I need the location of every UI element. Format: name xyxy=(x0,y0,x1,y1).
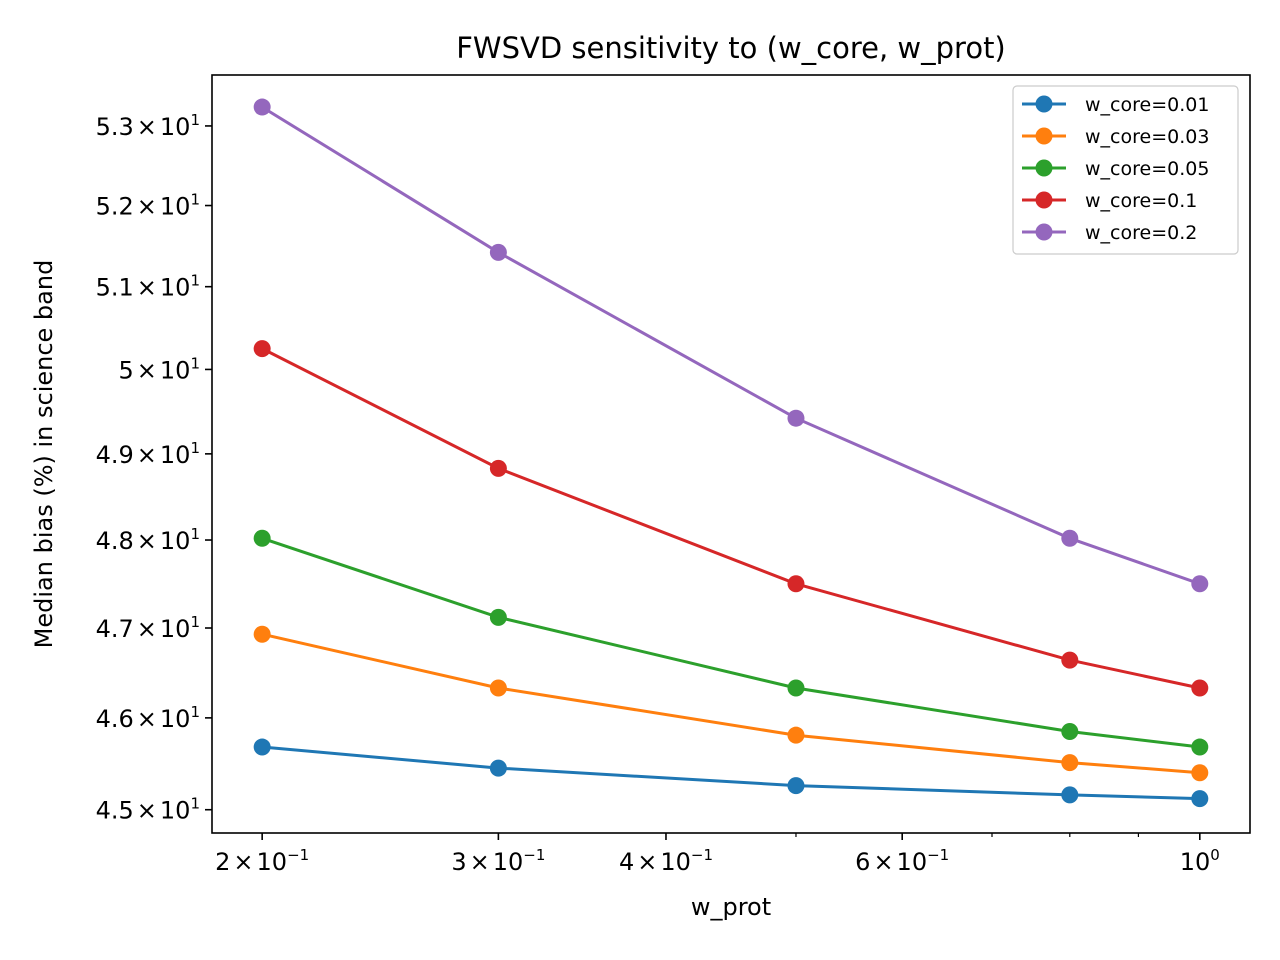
x-axis: 2 × 10−1 3 × 10−1 4 × 10−1 6 × 10−1 100 xyxy=(215,833,1220,876)
series-4 xyxy=(253,340,1209,697)
data-point xyxy=(489,759,507,777)
legend-marker xyxy=(1035,191,1053,209)
legend-marker xyxy=(1035,127,1053,145)
legend-label: w_core=0.2 xyxy=(1085,222,1197,244)
legend-entry: w_core=0.03 xyxy=(1022,126,1209,148)
data-point xyxy=(489,679,507,697)
legend-entry: w_core=0.1 xyxy=(1022,190,1197,212)
y-tick-label: 4.6 × 101 xyxy=(96,703,200,733)
legend-label: w_core=0.03 xyxy=(1085,126,1209,148)
data-point xyxy=(253,98,271,116)
data-point xyxy=(1061,723,1079,741)
y-tick-label: 5 × 101 xyxy=(119,354,200,384)
data-point xyxy=(1191,679,1209,697)
series-1 xyxy=(253,738,1209,808)
legend-marker xyxy=(1035,159,1053,177)
y-tick-label: 4.8 × 101 xyxy=(96,525,200,555)
data-point xyxy=(253,340,271,358)
data-point xyxy=(253,738,271,756)
legend: w_core=0.01 w_core=0.03 w_core=0.05 w_core=… xyxy=(1012,85,1239,255)
data-point xyxy=(787,409,805,427)
series-5 xyxy=(253,98,1209,593)
data-point xyxy=(1191,738,1209,756)
data-point xyxy=(787,575,805,593)
x-tick-label: 3 × 10−1 xyxy=(451,846,545,876)
legend-marker xyxy=(1035,223,1053,241)
x-tick-label: 6 × 10−1 xyxy=(855,846,949,876)
series-2 xyxy=(253,625,1209,782)
y-axis: 4.5 × 101 4.6 × 101 4.7 × 101 4.8 × 101 4.9 × 101 5 × 101… xyxy=(96,111,212,825)
legend-entry: w_core=0.01 xyxy=(1022,94,1209,116)
data-point xyxy=(787,726,805,744)
data-point xyxy=(489,459,507,477)
legend-entry: w_core=0.05 xyxy=(1022,158,1209,180)
legend-box xyxy=(1012,85,1239,255)
data-point xyxy=(1061,754,1079,772)
y-axis-label: Median bias (%) in science band xyxy=(30,260,58,649)
data-point xyxy=(489,608,507,626)
data-point xyxy=(1191,790,1209,808)
legend-marker xyxy=(1035,95,1053,113)
data-point xyxy=(1061,529,1079,547)
y-tick-label: 5.1 × 101 xyxy=(96,272,200,302)
data-point xyxy=(489,243,507,261)
legend-label: w_core=0.1 xyxy=(1085,190,1197,212)
data-point xyxy=(1191,764,1209,782)
y-tick-label: 4.5 × 101 xyxy=(96,795,200,825)
data-point xyxy=(1061,651,1079,669)
y-tick-label: 4.9 × 101 xyxy=(96,439,200,469)
data-point xyxy=(253,529,271,547)
data-point xyxy=(1061,786,1079,804)
data-point xyxy=(253,625,271,643)
data-point xyxy=(1191,575,1209,593)
legend-label: w_core=0.05 xyxy=(1085,158,1209,180)
y-tick-label: 4.7 × 101 xyxy=(96,613,200,643)
series-3 xyxy=(253,529,1209,756)
y-tick-label: 5.3 × 101 xyxy=(96,111,200,141)
series-layer xyxy=(253,98,1209,808)
data-point xyxy=(787,777,805,795)
chart-title: FWSVD sensitivity to (w_core, w_prot) xyxy=(456,31,1006,65)
data-point xyxy=(787,679,805,697)
x-axis-label: w_prot xyxy=(691,893,771,921)
x-tick-label: 2 × 10−1 xyxy=(215,846,309,876)
x-tick-label: 4 × 10−1 xyxy=(619,846,713,876)
x-tick-label: 100 xyxy=(1180,846,1220,876)
y-tick-label: 5.2 × 101 xyxy=(96,191,200,221)
legend-label: w_core=0.01 xyxy=(1085,94,1209,116)
legend-entry: w_core=0.2 xyxy=(1022,222,1197,244)
